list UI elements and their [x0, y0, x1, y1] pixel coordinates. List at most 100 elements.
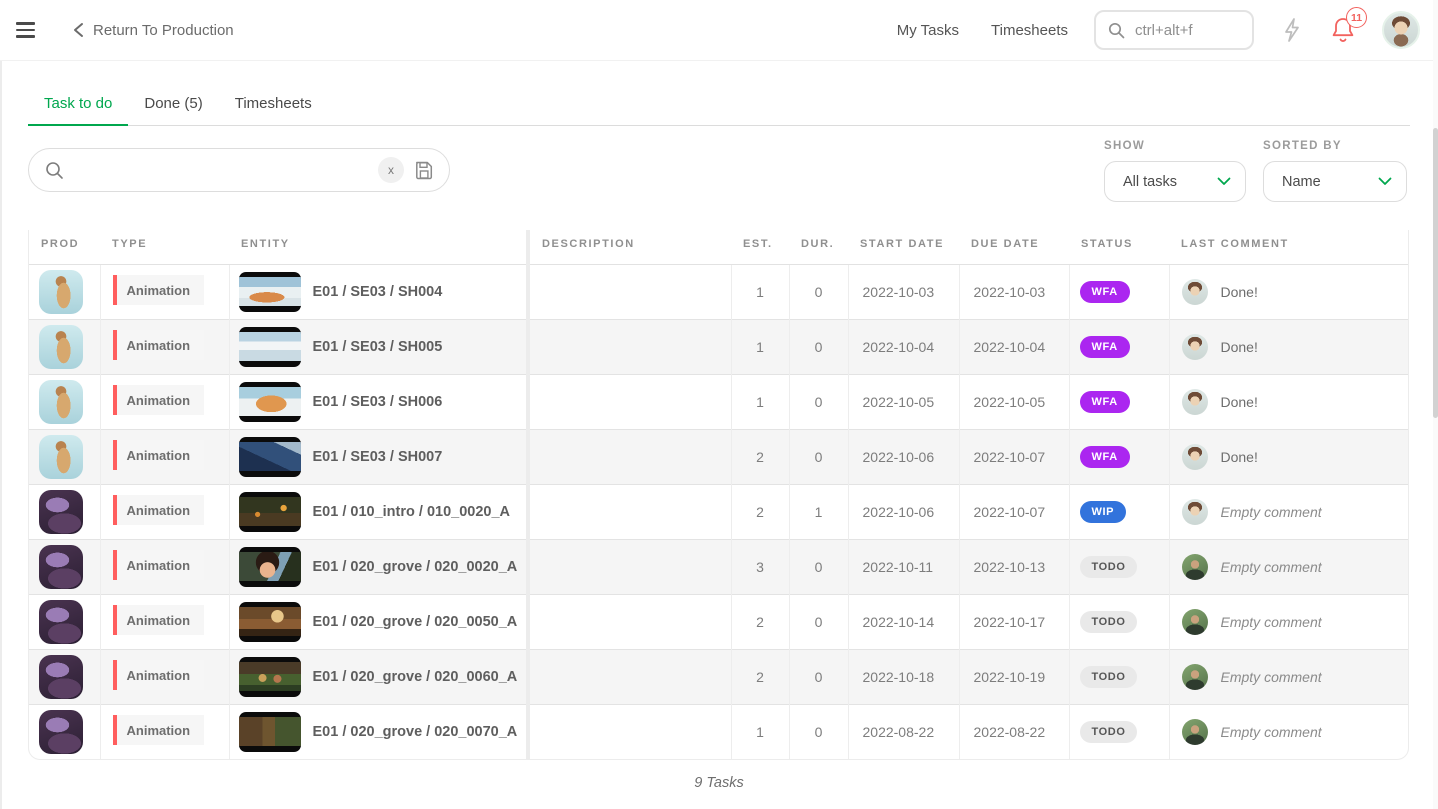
back-to-production-link[interactable]: Return To Production	[72, 22, 234, 39]
production-thumbnail[interactable]	[39, 655, 83, 699]
table-row[interactable]: Animation E01 / SE03 / SH006 1 0 2022-10…	[29, 374, 1409, 429]
entity-name-link[interactable]: E01 / 020_grove / 020_0050_A	[313, 614, 518, 630]
table-row[interactable]: Animation E01 / SE03 / SH004 1 0 2022-10…	[29, 264, 1409, 319]
status-badge[interactable]: TODO	[1080, 721, 1138, 743]
task-type-label: Animation	[127, 503, 191, 518]
status-cell: TODO	[1069, 704, 1169, 759]
entity-thumbnail[interactable]	[239, 272, 301, 312]
production-thumbnail[interactable]	[39, 325, 83, 369]
global-search-box[interactable]	[1094, 10, 1254, 50]
tab-done[interactable]: Done (5)	[128, 85, 218, 125]
sorted-by-dropdown[interactable]: Name	[1263, 161, 1407, 202]
status-cell: WFA	[1069, 319, 1169, 374]
table-row[interactable]: Animation E01 / 020_grove / 020_0070_A 1…	[29, 704, 1409, 759]
status-badge[interactable]: TODO	[1080, 556, 1138, 578]
status-badge[interactable]: WFA	[1080, 446, 1130, 468]
status-badge[interactable]: TODO	[1080, 666, 1138, 688]
status-cell: WFA	[1069, 264, 1169, 319]
entity-thumbnail[interactable]	[239, 547, 301, 587]
entity-name-link[interactable]: E01 / SE03 / SH004	[313, 284, 443, 300]
last-comment-text: Done!	[1221, 339, 1258, 355]
production-thumbnail[interactable]	[39, 435, 83, 479]
entity-cell: E01 / 020_grove / 020_0060_A	[229, 649, 528, 704]
duration-cell: 0	[789, 704, 848, 759]
table-row[interactable]: Animation E01 / SE03 / SH005 1 0 2022-10…	[29, 319, 1409, 374]
description-cell	[528, 704, 731, 759]
entity-name-link[interactable]: E01 / 020_grove / 020_0060_A	[313, 669, 518, 685]
task-filter-input[interactable]	[74, 161, 368, 179]
entity-thumbnail-image	[239, 387, 301, 416]
menu-icon[interactable]	[12, 13, 46, 47]
last-comment-text: Empty comment	[1221, 504, 1322, 520]
task-type-color-bar	[113, 660, 117, 690]
table-row[interactable]: Animation E01 / 010_intro / 010_0020_A 2…	[29, 484, 1409, 539]
tab-task-to-do[interactable]: Task to do	[28, 85, 128, 125]
topbar-nav: My Tasks Timesheets	[897, 22, 1068, 39]
table-row[interactable]: Animation E01 / 020_grove / 020_0020_A 3…	[29, 539, 1409, 594]
last-comment-cell: Done!	[1169, 319, 1409, 374]
due-date-cell: 2022-10-07	[959, 429, 1069, 484]
entity-name-link[interactable]: E01 / 020_grove / 020_0070_A	[313, 724, 518, 740]
entity-name-link[interactable]: E01 / 010_intro / 010_0020_A	[313, 504, 511, 520]
entity-thumbnail[interactable]	[239, 437, 301, 477]
description-cell	[528, 539, 731, 594]
table-row[interactable]: Animation E01 / 020_grove / 020_0060_A 2…	[29, 649, 1409, 704]
nav-timesheets[interactable]: Timesheets	[991, 22, 1068, 39]
last-comment-text: Done!	[1221, 284, 1258, 300]
entity-cell: E01 / SE03 / SH006	[229, 374, 528, 429]
entity-thumbnail-image	[239, 332, 301, 361]
due-date-cell: 2022-10-19	[959, 649, 1069, 704]
page-scrollbar[interactable]	[1433, 0, 1438, 809]
entity-name-link[interactable]: E01 / 020_grove / 020_0020_A	[313, 559, 518, 575]
status-badge[interactable]: WFA	[1080, 336, 1130, 358]
task-type-color-bar	[113, 275, 117, 305]
task-type-label: Animation	[127, 448, 191, 463]
table-row[interactable]: Animation E01 / SE03 / SH007 2 0 2022-10…	[29, 429, 1409, 484]
production-thumbnail[interactable]	[39, 490, 83, 534]
task-type-color-bar	[113, 440, 117, 470]
clear-filter-button[interactable]: x	[378, 157, 404, 183]
show-filter-dropdown[interactable]: All tasks	[1104, 161, 1246, 202]
entity-thumbnail[interactable]	[239, 327, 301, 367]
entity-thumbnail[interactable]	[239, 712, 301, 752]
status-badge[interactable]: TODO	[1080, 611, 1138, 633]
last-comment-cell: Empty comment	[1169, 649, 1409, 704]
status-badge[interactable]: WFA	[1080, 391, 1130, 413]
tab-timesheets[interactable]: Timesheets	[219, 85, 328, 125]
search-icon	[45, 161, 64, 180]
task-table-body: Animation E01 / SE03 / SH004 1 0 2022-10…	[29, 264, 1409, 759]
production-thumbnail[interactable]	[39, 600, 83, 644]
production-thumbnail[interactable]	[39, 380, 83, 424]
duration-cell: 0	[789, 374, 848, 429]
filters-row: x SHOW All tasks SORTED BY Name	[0, 126, 1438, 236]
entity-name-link[interactable]: E01 / SE03 / SH007	[313, 449, 443, 465]
quick-actions-button[interactable]	[1280, 17, 1304, 43]
status-badge[interactable]: WIP	[1080, 501, 1127, 523]
status-badge[interactable]: WFA	[1080, 281, 1130, 303]
last-comment-cell: Empty comment	[1169, 594, 1409, 649]
notifications-button[interactable]: 11	[1330, 16, 1356, 44]
scrollbar-thumb[interactable]	[1433, 128, 1438, 418]
entity-name-link[interactable]: E01 / SE03 / SH006	[313, 394, 443, 410]
estimation-cell: 1	[731, 319, 789, 374]
entity-thumbnail[interactable]	[239, 492, 301, 532]
table-row[interactable]: Animation E01 / 020_grove / 020_0050_A 2…	[29, 594, 1409, 649]
task-type-color-bar	[113, 385, 117, 415]
nav-my-tasks[interactable]: My Tasks	[897, 22, 959, 39]
production-thumbnail[interactable]	[39, 710, 83, 754]
task-type-chip: Animation	[113, 330, 205, 360]
global-search-input[interactable]	[1133, 21, 1233, 40]
entity-thumbnail[interactable]	[239, 657, 301, 697]
estimation-cell: 2	[731, 484, 789, 539]
entity-thumbnail[interactable]	[239, 602, 301, 642]
production-thumbnail[interactable]	[39, 270, 83, 314]
task-filter-search[interactable]: x	[28, 148, 450, 192]
save-filter-button[interactable]	[414, 160, 435, 181]
header-est: EST.	[731, 230, 789, 264]
entity-name-link[interactable]: E01 / SE03 / SH005	[313, 339, 443, 355]
entity-thumbnail[interactable]	[239, 382, 301, 422]
header-due-date: DUE DATE	[959, 230, 1069, 264]
user-avatar[interactable]	[1382, 11, 1420, 49]
production-thumbnail[interactable]	[39, 545, 83, 589]
last-comment-text: Done!	[1221, 394, 1258, 410]
